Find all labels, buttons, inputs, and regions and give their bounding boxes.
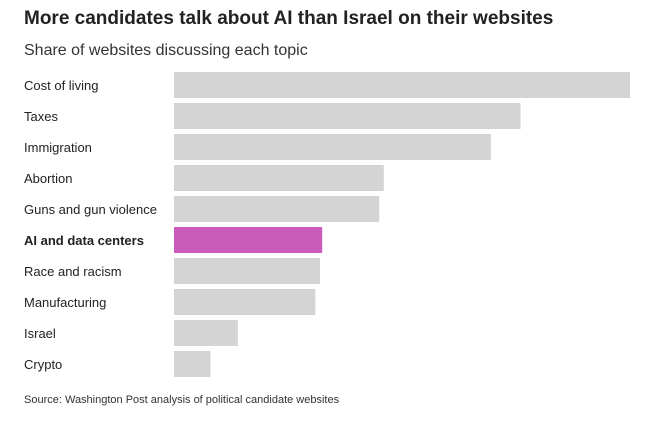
bar [174,72,630,98]
bar-chart: Cost of living Taxes Immigration Abortion Gu… [24,72,630,377]
category-label: Abortion [24,171,72,186]
category-label: Immigration [24,140,92,155]
bar [174,134,491,160]
bar [174,196,380,222]
bar-row-crypto: Crypto [24,351,211,377]
bar [174,258,320,284]
bar [174,103,521,129]
category-label: Crypto [24,357,62,372]
bar [174,320,238,346]
source-note: Source: Washington Post analysis of poli… [24,394,340,406]
bar-row-taxes: Taxes [24,103,521,129]
bar-row-manufacturing: Manufacturing [24,289,316,315]
bar-row-race-and-racism: Race and racism [24,258,320,284]
bar-row-cost-of-living: Cost of living [24,72,630,98]
bar [174,351,211,377]
bar-row-guns-and-gun-violence: Guns and gun violence [24,196,380,222]
bar-highlight [174,227,323,253]
chart-subtitle: Share of websites discussing each topic [24,42,308,59]
bar-row-ai-and-data-centers: AI and data centers [24,227,323,253]
chart-title: More candidates talk about AI than Israe… [24,8,554,29]
category-label: Taxes [24,109,58,124]
category-label: Israel [24,326,56,341]
category-label: Guns and gun violence [24,202,157,217]
category-label: Cost of living [24,78,98,93]
bar [174,165,384,191]
category-label: AI and data centers [24,233,144,248]
category-label: Manufacturing [24,295,106,310]
bar [174,289,316,315]
bar-row-abortion: Abortion [24,165,384,191]
category-label: Race and racism [24,264,122,279]
bar-row-israel: Israel [24,320,238,346]
bar-row-immigration: Immigration [24,134,491,160]
